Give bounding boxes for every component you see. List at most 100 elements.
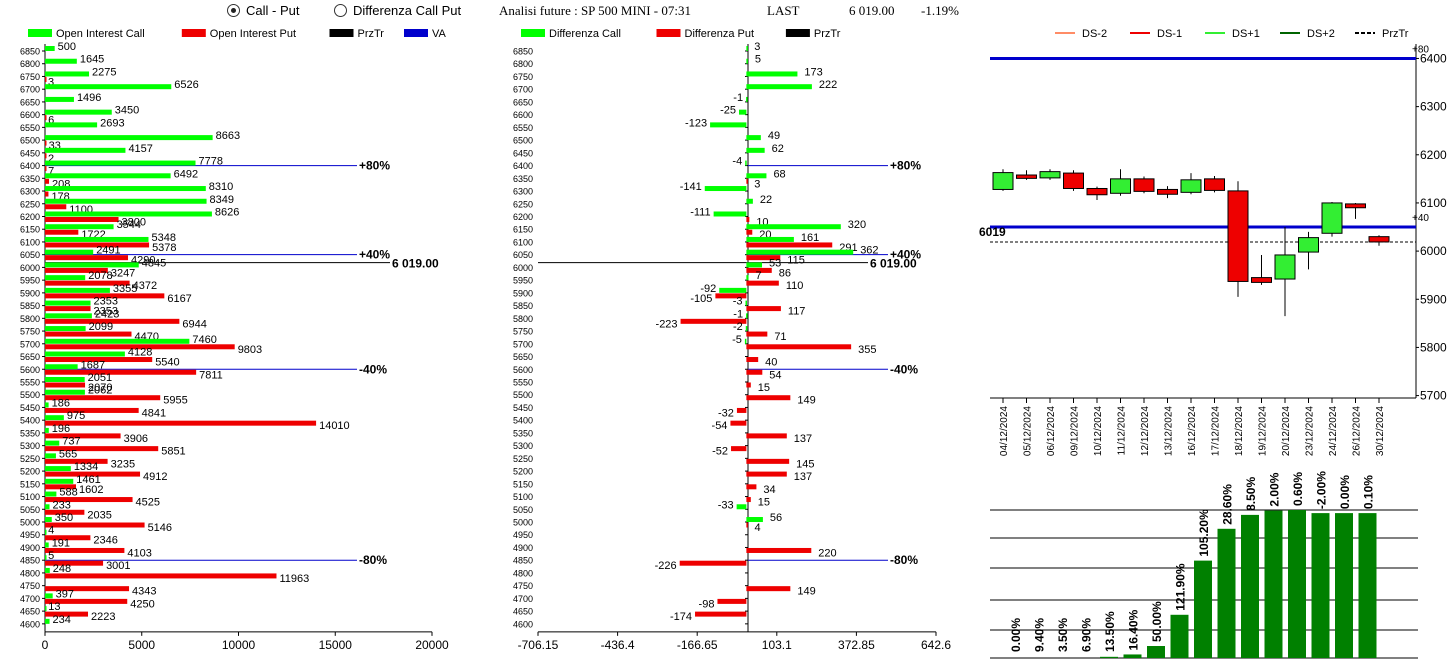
- put-value-label: 3800: [122, 216, 146, 228]
- level-label: +40: [1412, 213, 1429, 224]
- legend-swatch: [656, 29, 681, 37]
- put-value-label: 2: [48, 153, 54, 165]
- strike-label: 5400: [20, 416, 40, 426]
- diff-put-value: -98: [699, 598, 715, 610]
- put-bar: [45, 76, 47, 82]
- diff-call-bar: [746, 84, 812, 90]
- radio-unselected-icon: [334, 4, 347, 17]
- diff-put-value: 110: [786, 280, 804, 292]
- call-value-label: 350: [55, 512, 73, 524]
- diff-put-value: 220: [818, 547, 836, 559]
- strike-label: 5600: [513, 365, 533, 375]
- put-bar: [45, 357, 153, 363]
- percent-bar-chart: 0.00% 9.40% 3.50% 6.90% 13.50% 16.40% 50.00% 12…: [990, 471, 1418, 659]
- diff-put-bar: [680, 318, 747, 324]
- percent-label: 2.00%: [1268, 472, 1282, 506]
- call-bar: [45, 593, 53, 599]
- diff-call-value: 362: [860, 245, 878, 257]
- prztr-label: 6 019.00: [870, 257, 917, 271]
- diff-call-bar: [746, 275, 749, 281]
- strike-label: 6650: [513, 97, 533, 107]
- strike-label: 5300: [513, 441, 533, 451]
- call-bar: [45, 109, 112, 115]
- diff-put-value: 4: [755, 522, 761, 534]
- y-tick-label: 5700: [1420, 389, 1447, 403]
- put-value-label: 5851: [161, 446, 185, 458]
- put-value-label: 7811: [199, 369, 223, 381]
- diff-put-bar: [746, 497, 751, 503]
- call-bar: [45, 491, 57, 497]
- strike-label: 4950: [20, 530, 40, 540]
- strike-label: 6200: [20, 212, 40, 222]
- call-bar: [45, 160, 196, 166]
- call-value-label: 2423: [95, 308, 119, 320]
- call-value-label: 1461: [76, 474, 100, 486]
- call-value-label: 6526: [174, 79, 198, 91]
- radio-differenza[interactable]: Differenza Call Put: [334, 3, 461, 18]
- diff-put-value: 15: [758, 382, 770, 394]
- diff-put-value: 137: [794, 433, 812, 445]
- candle-body: [1204, 178, 1225, 191]
- put-bar: [45, 458, 108, 464]
- strike-label: 5250: [513, 454, 533, 464]
- diff-call-bar: [746, 198, 753, 204]
- diff-put-bar: [746, 357, 759, 363]
- put-value-label: 6944: [182, 318, 206, 330]
- put-value-label: 2035: [87, 509, 111, 521]
- put-bar: [45, 497, 133, 503]
- va-label: +40%: [890, 248, 921, 262]
- put-bar: [45, 407, 139, 413]
- strike-label: 6250: [513, 199, 533, 209]
- put-bar: [45, 280, 130, 286]
- strike-label: 6600: [513, 110, 533, 120]
- strike-label: 6650: [20, 97, 40, 107]
- strike-label: 5550: [20, 377, 40, 387]
- candle-body: [992, 172, 1014, 190]
- prztr-label: 6 019.00: [392, 257, 439, 271]
- x-tick-label: 20000: [415, 638, 449, 652]
- call-bar: [45, 555, 47, 561]
- strike-label: 6450: [20, 148, 40, 158]
- put-bar: [45, 611, 89, 617]
- candle-body: [1227, 190, 1249, 282]
- legend-label: DS-2: [1082, 28, 1107, 40]
- percent-bar: [1335, 513, 1353, 658]
- x-tick-label: 17/12/2024: [1211, 406, 1222, 456]
- percent-bar: [1170, 614, 1189, 658]
- candle-body: [1251, 277, 1272, 283]
- put-bar: [45, 446, 159, 452]
- call-bar: [45, 606, 47, 612]
- call-value-label: 2693: [100, 117, 124, 129]
- x-tick-label: 103.1: [762, 638, 792, 652]
- call-bar: [45, 376, 85, 382]
- x-tick-label: -436.4: [601, 638, 635, 652]
- open-interest-chart: Open Interest Call Open Interest Put PrzTr…: [20, 28, 449, 652]
- diff-put-value: 149: [797, 586, 815, 598]
- put-value-label: 9803: [238, 344, 262, 356]
- call-value-label: 196: [52, 423, 70, 435]
- put-bar: [45, 255, 129, 261]
- x-tick-label: 04/12/2024: [999, 406, 1010, 456]
- diff-put-bar: [746, 547, 812, 553]
- percent-bar: [1264, 510, 1283, 658]
- diff-put-value: 149: [797, 395, 815, 407]
- call-value-label: 975: [67, 410, 85, 422]
- call-bar: [45, 313, 92, 319]
- call-bar: [45, 300, 91, 306]
- legend-swatch: [404, 29, 428, 37]
- x-tick-label: 11/12/2024: [1117, 406, 1128, 456]
- strike-label: 4850: [20, 556, 40, 566]
- diff-call-value: -141: [680, 181, 702, 193]
- diff-call-bar: [745, 300, 747, 306]
- put-value-label: 3001: [106, 560, 130, 572]
- call-bar: [45, 224, 114, 230]
- percent-label: 9.40%: [1033, 618, 1047, 652]
- diff-put-bar: [746, 178, 748, 184]
- call-value-label: 565: [59, 448, 77, 460]
- call-value-label: 2078: [88, 270, 112, 282]
- candle-body: [1157, 188, 1178, 195]
- x-tick-label: 24/12/2024: [1328, 406, 1339, 456]
- call-bar: [45, 478, 74, 484]
- diff-put-bar: [746, 216, 750, 222]
- radio-call-put[interactable]: Call - Put: [227, 3, 299, 18]
